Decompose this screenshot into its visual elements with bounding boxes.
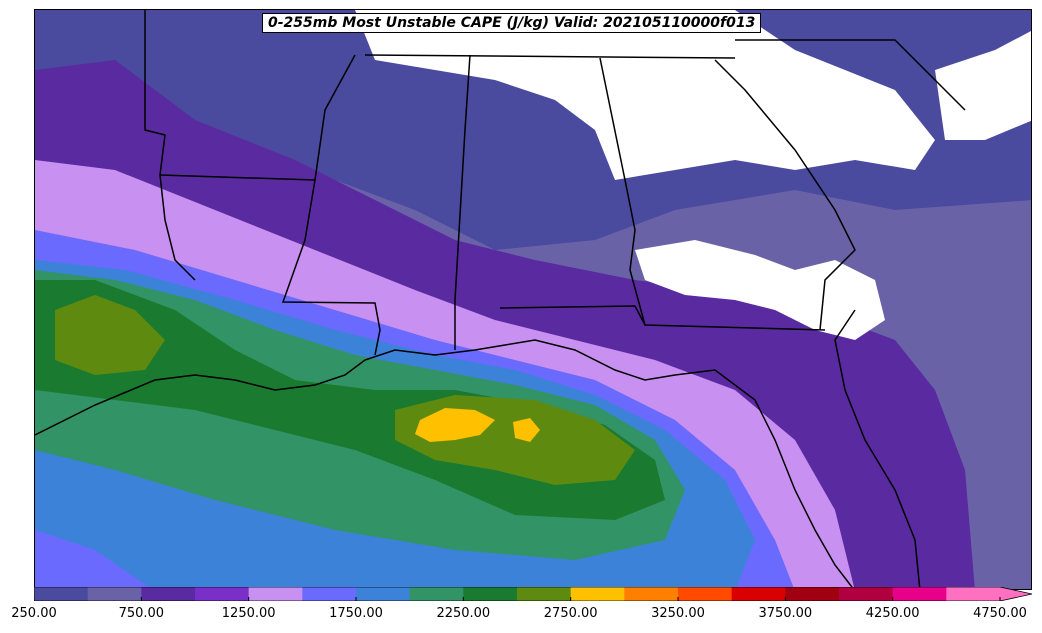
state-border-2 (159, 174, 316, 181)
colorbar-segment (624, 587, 679, 601)
cape-field-olive-left (55, 295, 165, 375)
state-border-6 (599, 57, 646, 326)
colorbar-segment (87, 587, 142, 601)
cape-field-lilac-band (35, 160, 855, 589)
colorbar-tick-label: 2250.00 (436, 606, 491, 621)
colorbar-tick-label: 1250.00 (221, 606, 276, 621)
florida-east-coastline (834, 309, 921, 589)
colorbar-tick-label: 3250.00 (651, 606, 705, 621)
state-border-8 (735, 39, 966, 111)
no-data-region-north (355, 10, 935, 180)
state-border-9 (364, 54, 736, 59)
no-data-region-east (635, 240, 885, 340)
colorbar-segment (731, 587, 786, 601)
colorbar-segment (463, 587, 518, 601)
colorbar-segment (892, 587, 947, 601)
colorbar-segment (946, 587, 1001, 601)
colorbar-segment (570, 587, 625, 601)
colorbar-segment (517, 587, 572, 601)
colorbar-tick-label: 250.00 (11, 606, 57, 621)
state-border-5 (499, 305, 826, 331)
colorbar-tick-label: 2750.00 (543, 606, 598, 621)
gulf-coastline (35, 339, 855, 589)
colorbar-segment (34, 587, 89, 601)
cape-field-gold-core (415, 408, 495, 442)
colorbar-tick-label: 3750.00 (758, 606, 813, 621)
colorbar-tick-label: 4750.00 (973, 606, 1027, 621)
colorbar (34, 587, 1033, 601)
state-border-3 (281, 54, 381, 356)
colorbar-segment (785, 587, 840, 601)
colorbar-segment (839, 587, 894, 601)
colorbar-segment (302, 587, 357, 601)
colorbar-tick-label: 750.00 (118, 606, 165, 621)
colorbar-segment (195, 587, 250, 601)
cape-map (35, 10, 1031, 589)
state-border-7 (714, 59, 856, 331)
boundaries (35, 10, 966, 589)
colorbar-outline (34, 587, 1033, 601)
colorbar-tick-label: 1750.00 (329, 606, 383, 621)
map-title: 0-255mb Most Unstable CAPE (J/kg) Valid:… (262, 13, 762, 33)
map-panel (34, 9, 1032, 590)
state-border-4 (454, 54, 471, 350)
cape-field-gold-east (513, 418, 540, 442)
colorbar-segment (409, 587, 464, 601)
colorbar-segment (356, 587, 411, 601)
colorbar-segment (141, 587, 196, 601)
colorbar-segment (248, 587, 303, 601)
colorbar-segment (678, 587, 733, 601)
colorbar-tick-label: 4250.00 (865, 606, 920, 621)
colorbar-extend-arrow (1000, 587, 1032, 601)
no-data-region-ne (935, 31, 1031, 140)
